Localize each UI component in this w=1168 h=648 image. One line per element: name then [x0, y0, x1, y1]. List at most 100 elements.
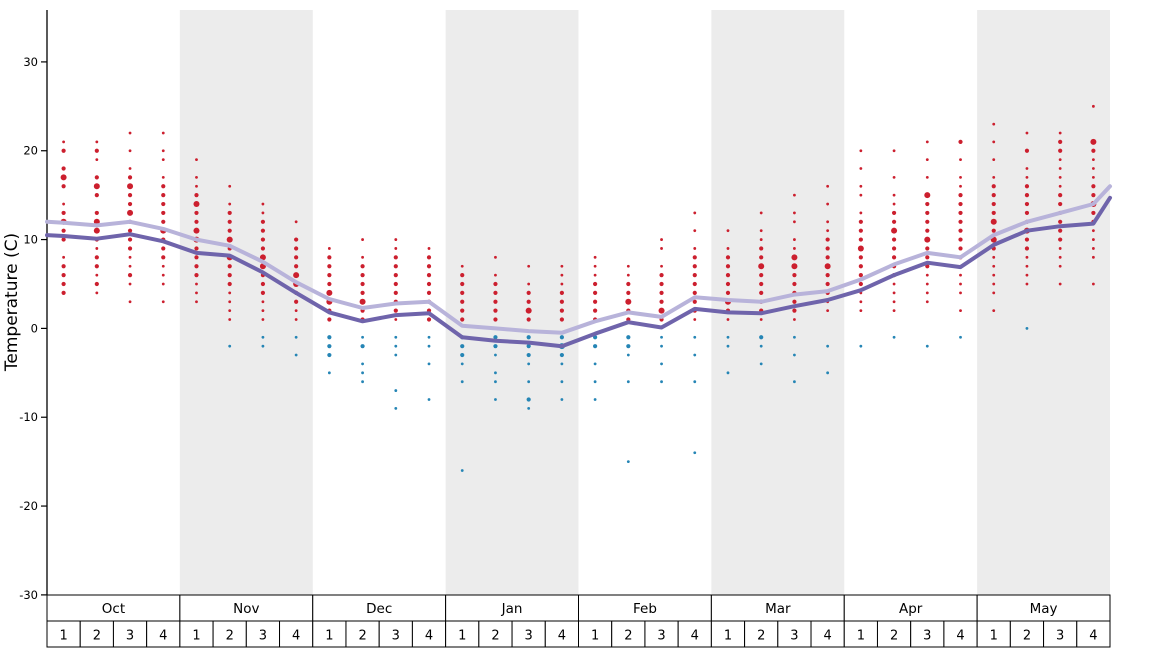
warm-temp-dot — [228, 291, 232, 295]
average-low-line — [45, 195, 1112, 349]
warm-temp-dot — [359, 298, 366, 305]
month-label: Mar — [765, 601, 791, 617]
warm-temp-dot — [228, 202, 232, 206]
warm-temp-dot — [494, 273, 497, 277]
warm-temp-dot — [793, 238, 796, 241]
cold-temp-dot — [526, 344, 531, 349]
warm-temp-dot — [1024, 210, 1030, 216]
cold-temp-dot — [360, 344, 365, 349]
warm-temp-dot — [593, 281, 598, 287]
warm-temp-dot — [194, 219, 199, 224]
week-cell — [179, 620, 214, 648]
month-cell-may — [976, 594, 1111, 622]
week-label: 3 — [657, 629, 665, 644]
warm-temp-dot — [393, 308, 398, 313]
cold-temp-dot — [526, 335, 531, 340]
warm-temp-dot — [261, 318, 265, 321]
warm-temp-dot — [460, 273, 465, 278]
warm-temp-dot — [759, 229, 763, 233]
month-cell-nov — [179, 594, 314, 622]
warm-temp-dot — [992, 309, 996, 313]
warm-temp-dot — [1058, 264, 1062, 268]
warm-temp-dot — [925, 175, 929, 179]
warm-temp-dot — [227, 264, 232, 269]
warm-temp-dot — [228, 309, 232, 313]
warm-temp-dot — [925, 246, 930, 251]
cold-temp-dot — [327, 371, 331, 375]
warm-temp-dot — [825, 273, 830, 278]
warm-temp-dot — [859, 309, 863, 313]
warm-temp-dot — [891, 246, 897, 251]
week-label: 4 — [1089, 629, 1097, 644]
warm-temp-dot — [958, 246, 963, 251]
warm-temp-dot — [1058, 167, 1062, 170]
warm-temp-dot — [792, 299, 797, 304]
warm-temp-dot — [493, 281, 498, 287]
warm-temp-dot — [959, 158, 962, 162]
warm-temp-dot — [327, 281, 332, 287]
month-label: Feb — [633, 601, 657, 617]
warm-temp-dot — [692, 255, 697, 260]
warm-temp-dot — [393, 264, 398, 269]
warm-temp-dot — [825, 246, 830, 251]
warm-temp-dot — [95, 158, 99, 162]
warm-temp-dot — [857, 245, 864, 252]
warm-temp-dot — [958, 193, 963, 198]
warm-temp-dot — [62, 140, 66, 144]
week-label: 4 — [159, 629, 167, 644]
warm-temp-dot — [62, 202, 66, 206]
warm-temp-dot — [925, 201, 930, 207]
warm-temp-dot — [261, 202, 265, 206]
warm-temp-dot — [1025, 131, 1029, 135]
warm-temp-dot — [527, 282, 531, 286]
warm-temp-dot — [859, 300, 863, 304]
warm-temp-dot — [992, 291, 996, 295]
week-label: 1 — [724, 629, 732, 644]
warm-temp-dot — [693, 211, 697, 215]
cold-temp-dot — [1025, 327, 1029, 330]
warm-temp-dot — [792, 308, 797, 313]
cold-temp-dot — [826, 371, 830, 375]
warm-temp-dot — [294, 237, 299, 242]
week-label: 3 — [923, 629, 931, 644]
cold-temp-dot — [759, 344, 763, 348]
cold-temp-dot — [527, 380, 531, 384]
warm-temp-dot — [195, 291, 198, 295]
week-cell — [1009, 620, 1045, 648]
warm-temp-dot — [1058, 139, 1063, 144]
warm-temp-dot — [891, 219, 897, 224]
warm-temp-dot — [892, 149, 896, 153]
week-cell — [79, 620, 114, 648]
warm-temp-dot — [61, 210, 66, 216]
y-tick-label: 20 — [23, 144, 38, 158]
warm-temp-dot — [992, 264, 996, 268]
warm-temp-dot — [726, 229, 730, 233]
warm-temp-dot — [759, 290, 764, 295]
warm-temp-dot — [1091, 229, 1095, 233]
warm-temp-dot — [1058, 184, 1062, 188]
warm-temp-dot — [1058, 193, 1063, 198]
warm-temp-dot — [61, 281, 66, 287]
warm-temp-dot — [791, 254, 798, 261]
warm-temp-dot — [227, 210, 232, 216]
cold-temp-dot — [593, 344, 598, 349]
month-label: Jan — [501, 601, 523, 617]
week-label: 2 — [890, 629, 898, 644]
warm-temp-dot — [1058, 148, 1063, 153]
warm-temp-dot — [127, 201, 133, 207]
warm-temp-dot — [261, 211, 265, 215]
warm-temp-dot — [826, 184, 830, 188]
warm-temp-dot — [1091, 282, 1095, 286]
cold-temp-dot — [560, 398, 564, 401]
week-label: 1 — [857, 629, 865, 644]
warm-temp-dot — [259, 254, 266, 261]
warm-temp-dot — [1058, 247, 1062, 250]
warm-temp-dot — [93, 227, 100, 234]
warm-temp-dot — [991, 184, 996, 189]
warm-temp-dot — [426, 264, 432, 269]
month-cell-apr — [843, 594, 978, 622]
warm-temp-dot — [892, 193, 896, 197]
warm-temp-dot — [924, 192, 931, 199]
warm-temp-dot — [659, 273, 664, 278]
week-label: 2 — [358, 629, 366, 644]
